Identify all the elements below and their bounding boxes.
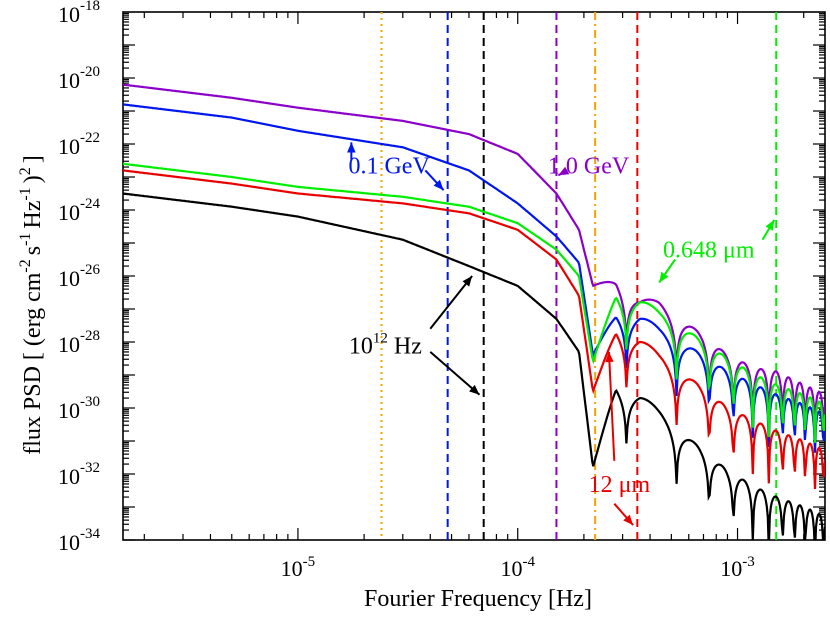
y-tick-label: 10-26 xyxy=(58,262,100,291)
annotation-arrow-line xyxy=(429,275,473,330)
x-axis-label: Fourier Frequency [Hz] xyxy=(364,586,592,612)
annotation-arrow-line xyxy=(607,351,616,461)
y-tick-label: 10-18 xyxy=(58,0,100,27)
annotation-arrow-head xyxy=(433,179,444,191)
series-line-4 xyxy=(123,192,825,540)
annotation-arrow-head xyxy=(659,271,669,283)
y-tick-label: 10-28 xyxy=(58,328,100,357)
annotations: 0.1 GeV 1.0 GeV 0.648 μm 12 μm 1012 Hz xyxy=(347,142,776,526)
y-tick-label: 10-20 xyxy=(58,64,100,93)
vertical-reference-lines xyxy=(380,12,778,540)
y-tick-label: 10-22 xyxy=(58,130,100,159)
plot-area-frame xyxy=(122,11,826,541)
y-tick-label: 10-30 xyxy=(58,394,100,423)
y-label-main: flux PSD [ (erg cm xyxy=(20,272,46,455)
annotation-arrow-head xyxy=(605,351,614,363)
y-axis-label: flux PSD [ (erg cm-2s-1Hz-1)2] xyxy=(17,155,46,455)
y-tick-label: 10-34 xyxy=(58,526,100,555)
y-label-hz: Hz xyxy=(20,201,46,229)
tick-labels: 10-5 10-4 10-3 10-34 10-32 10-30 10-28 10-26 10-… xyxy=(58,0,755,581)
annotation-arrow-head xyxy=(558,166,570,176)
svg-text:flux PSD [ (erg cm-2s-1Hz-1)2]: flux PSD [ (erg cm-2s-1Hz-1)2] xyxy=(17,155,46,455)
annotation-arrow-head xyxy=(765,219,775,231)
y-label-sup3: -1 xyxy=(17,187,34,200)
y-tick-label: 10-32 xyxy=(58,460,100,489)
y-label-sup2: -1 xyxy=(17,233,34,246)
y-label-s: s xyxy=(20,246,46,255)
x-tick-label: 10-4 xyxy=(500,554,535,581)
x-tick-label: 10-5 xyxy=(281,554,316,581)
annotation-label: 1.0 GeV xyxy=(548,153,630,179)
annotation-arrow-line xyxy=(429,351,481,396)
series-line-2 xyxy=(123,162,825,443)
annotation-label: 0.1 GeV xyxy=(348,153,430,179)
annotation-arrow-head xyxy=(347,142,356,153)
annotation-label: 12 μm xyxy=(589,472,651,498)
annotation-arrow-head xyxy=(623,514,634,526)
y-label-end: ] xyxy=(20,155,46,163)
series-lines xyxy=(123,83,825,540)
annotation-label: 1012 Hz xyxy=(349,330,422,359)
y-label-sup1: -2 xyxy=(17,259,34,272)
annotation-arrow-head xyxy=(469,384,480,395)
annotation-label: 0.648 μm xyxy=(663,238,755,264)
series-line-3 xyxy=(123,169,825,490)
annotation-arrow-head xyxy=(462,276,473,287)
y-label-close: ) xyxy=(20,175,46,183)
x-tick-label: 10-3 xyxy=(720,554,755,581)
y-label-sup4: 2 xyxy=(17,167,34,175)
y-tick-label: 10-24 xyxy=(58,196,100,225)
